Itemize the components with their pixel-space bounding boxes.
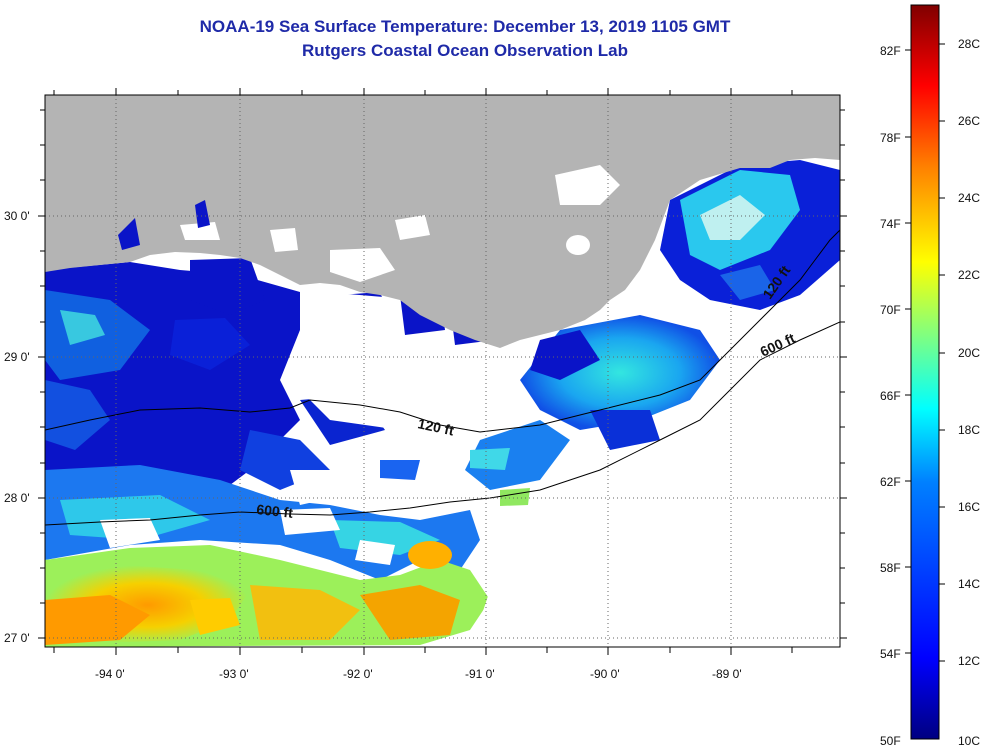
- cbar-c-10: 10C: [958, 734, 980, 748]
- lat-label-27: 27 0': [4, 631, 30, 645]
- lon-label-93: -93 0': [219, 667, 249, 681]
- cbar-f-66: 66F: [880, 389, 901, 403]
- lat-label-30: 30 0': [4, 209, 30, 223]
- cbar-c-22: 22C: [958, 268, 980, 282]
- lat-label-29: 29 0': [4, 350, 30, 364]
- lon-label-90: -90 0': [590, 667, 620, 681]
- map-subtitle: Rutgers Coastal Ocean Observation Lab: [302, 41, 628, 60]
- cbar-f-82: 82F: [880, 44, 901, 58]
- lon-label-89: -89 0': [712, 667, 742, 681]
- graticule: [45, 95, 840, 647]
- cbar-c-26: 26C: [958, 114, 980, 128]
- axis-ticks: [38, 88, 847, 655]
- contour-label-600-south: 600 ft: [256, 501, 294, 521]
- map-title: NOAA-19 Sea Surface Temperature: Decembe…: [199, 17, 731, 36]
- cbar-c-18: 18C: [958, 423, 980, 437]
- cbar-f-74: 74F: [880, 217, 901, 231]
- map-frame: [44, 94, 841, 648]
- contour-label-120-south: 120 ft: [416, 415, 455, 438]
- contour-120ft: [45, 229, 840, 433]
- map-panel: [45, 95, 840, 647]
- lat-label-28: 28 0': [4, 491, 30, 505]
- cbar-c-16: 16C: [958, 500, 980, 514]
- cbar-c-12: 12C: [958, 654, 980, 668]
- cbar-f-58: 58F: [880, 561, 901, 575]
- lon-label-94: -94 0': [95, 667, 125, 681]
- lon-label-92: -92 0': [343, 667, 373, 681]
- cbar-f-54: 54F: [880, 647, 901, 661]
- cbar-c-20: 20C: [958, 346, 980, 360]
- cbar-f-62: 62F: [880, 475, 901, 489]
- cbar-f-70: 70F: [880, 303, 901, 317]
- cbar-c-28: 28C: [958, 37, 980, 51]
- cbar-c-14: 14C: [958, 577, 980, 591]
- cbar-c-24: 24C: [958, 191, 980, 205]
- land-mass: [45, 95, 840, 348]
- lon-label-91: -91 0': [465, 667, 495, 681]
- cbar-f-78: 78F: [880, 131, 901, 145]
- colorbar: 82F 78F 74F 70F 66F 62F 58F 54F 50F 28C …: [880, 4, 980, 748]
- colorbar-gradient: [910, 4, 940, 740]
- contour-600ft: [45, 321, 840, 526]
- cbar-f-50: 50F: [880, 734, 901, 748]
